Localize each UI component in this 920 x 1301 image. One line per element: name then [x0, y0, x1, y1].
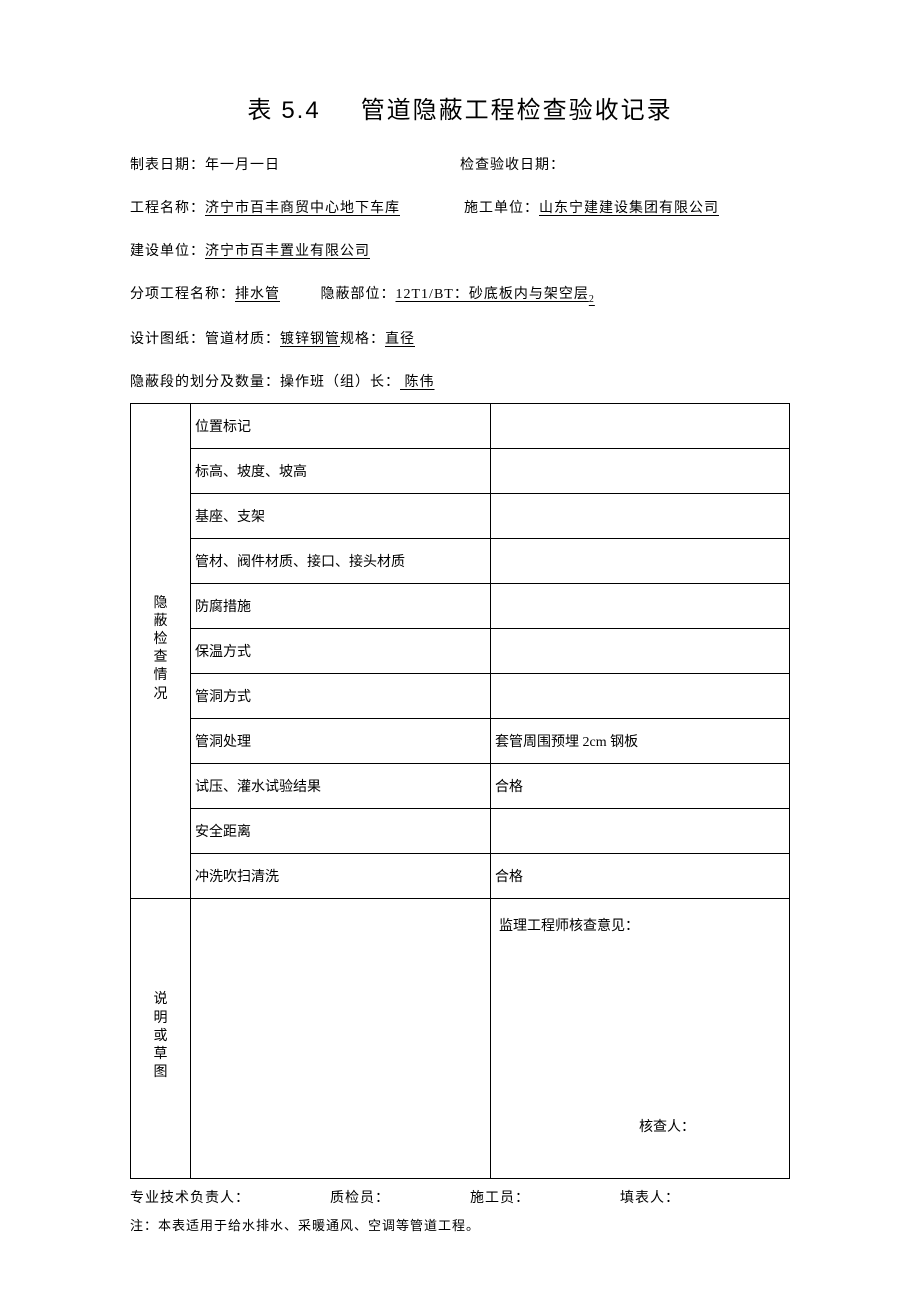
operator-name-value: 陈伟 [400, 375, 435, 390]
meta-construction-unit: 施工单位：山东宁建建设集团有限公司 [456, 198, 790, 219]
value-cell [491, 403, 790, 448]
value-cell [491, 808, 790, 853]
table-row: 管洞处理 套管周围预埋 2cm 钢板 [131, 718, 790, 763]
table-row: 冲洗吹扫清洗 合格 [131, 853, 790, 898]
table-row: 管洞方式 [131, 673, 790, 718]
sub-project-value: 排水管 [235, 287, 280, 302]
notes-label: 说明或草图 [154, 991, 168, 1082]
table-row: 防腐措施 [131, 583, 790, 628]
category-cell: 隐蔽检查情况 [131, 403, 191, 898]
notes-sketch-cell [191, 898, 491, 1178]
construction-unit-label: 施工单位： [464, 201, 539, 216]
concealed-part-sub: 2 [589, 294, 595, 305]
item-cell: 保温方式 [191, 628, 491, 673]
spec-value: 直径 [385, 332, 415, 347]
item-cell: 试压、灌水试验结果 [191, 763, 491, 808]
section-division-label: 隐蔽段的划分及数量：操作班（组）长： [130, 375, 400, 390]
item-cell: 标高、坡度、坡高 [191, 448, 491, 493]
table-row: 基座、支架 [131, 493, 790, 538]
meta-inspection-date: 检查验收日期： [460, 155, 790, 176]
title-main: 管道隐蔽工程检查验收记录 [361, 98, 673, 124]
reviewer-cell: 监理工程师核查意见： 核查人： [491, 898, 790, 1178]
project-name-value: 济宁市百丰商贸中心地下车库 [205, 201, 400, 216]
item-cell: 管洞处理 [191, 718, 491, 763]
item-cell: 基座、支架 [191, 493, 491, 538]
sig-tech-lead: 专业技术负责人： [130, 1187, 250, 1207]
meta-line-3: 建设单位：济宁市百丰置业有限公司 [130, 241, 790, 262]
meta-line-4: 分项工程名称：排水管 隐蔽部位：12T1/BT：砂底板内与架空层2 [130, 284, 790, 307]
table-row: 试压、灌水试验结果 合格 [131, 763, 790, 808]
item-cell: 位置标记 [191, 403, 491, 448]
value-cell: 合格 [491, 853, 790, 898]
notes-category-cell: 说明或草图 [131, 898, 191, 1178]
project-name-label: 工程名称： [130, 201, 205, 216]
sig-filler: 填表人： [620, 1187, 680, 1207]
concealed-part-label: 隐蔽部位： [321, 287, 396, 302]
meta-project-name: 工程名称：济宁市百丰商贸中心地下车库 [130, 198, 456, 219]
meta-line-1: 制表日期：年一月一日 检查验收日期： [130, 155, 790, 176]
value-cell [491, 448, 790, 493]
creation-date-label: 制表日期： [130, 158, 205, 173]
reviewer-opinion-label: 监理工程师核查意见： [499, 915, 639, 935]
inspection-table: 隐蔽检查情况 位置标记 标高、坡度、坡高 基座、支架 管材、阀件材质、接口、接头… [130, 403, 790, 1179]
category-label: 隐蔽检查情况 [154, 595, 168, 704]
meta-line-5: 设计图纸：管道材质：镀锌钢管规格：直径 [130, 329, 790, 350]
table-row: 保温方式 [131, 628, 790, 673]
item-cell: 管洞方式 [191, 673, 491, 718]
reviewer-signer-label: 核查人： [639, 1116, 695, 1136]
table-row: 安全距离 [131, 808, 790, 853]
meta-line-6: 隐蔽段的划分及数量：操作班（组）长： 陈伟 [130, 372, 790, 393]
meta-creation-date: 制表日期：年一月一日 [130, 155, 460, 176]
concealed-part-value: 12T1/BT：砂底板内与架空层 [396, 287, 589, 302]
sub-project-label: 分项工程名称： [130, 287, 235, 302]
table-row: 管材、阀件材质、接口、接头材质 [131, 538, 790, 583]
title-number: 5.4 [281, 97, 320, 124]
meta-line-2: 工程名称：济宁市百丰商贸中心地下车库 施工单位：山东宁建建设集团有限公司 [130, 198, 790, 219]
value-cell: 套管周围预埋 2cm 钢板 [491, 718, 790, 763]
signatures-row: 专业技术负责人： 质检员： 施工员： 填表人： [130, 1187, 790, 1207]
item-cell: 管材、阀件材质、接口、接头材质 [191, 538, 491, 583]
value-cell: 合格 [491, 763, 790, 808]
creation-date-value: 年一月一日 [205, 158, 280, 173]
pipe-material-value: 镀锌钢管 [280, 332, 340, 347]
title-prefix: 表 [247, 98, 273, 124]
footnote: 注：本表适用于给水排水、采暖通风、空调等管道工程。 [130, 1215, 790, 1234]
value-cell [491, 628, 790, 673]
sig-constructor: 施工员： [470, 1187, 530, 1207]
build-unit-value: 济宁市百丰置业有限公司 [205, 244, 370, 259]
page-title: 表 5.4 管道隐蔽工程检查验收记录 [130, 90, 790, 125]
item-cell: 冲洗吹扫清洗 [191, 853, 491, 898]
value-cell [491, 673, 790, 718]
value-cell [491, 583, 790, 628]
item-cell: 安全距离 [191, 808, 491, 853]
value-cell [491, 493, 790, 538]
sig-qc: 质检员： [330, 1187, 390, 1207]
spec-label: 规格： [340, 332, 385, 347]
table-row: 标高、坡度、坡高 [131, 448, 790, 493]
build-unit-label: 建设单位： [130, 244, 205, 259]
table-row: 隐蔽检查情况 位置标记 [131, 403, 790, 448]
notes-row: 说明或草图 监理工程师核查意见： 核查人： [131, 898, 790, 1178]
item-cell: 防腐措施 [191, 583, 491, 628]
construction-unit-value: 山东宁建建设集团有限公司 [539, 201, 719, 216]
value-cell [491, 538, 790, 583]
design-drawing-label: 设计图纸：管道材质： [130, 332, 280, 347]
inspection-date-label: 检查验收日期： [460, 158, 565, 173]
